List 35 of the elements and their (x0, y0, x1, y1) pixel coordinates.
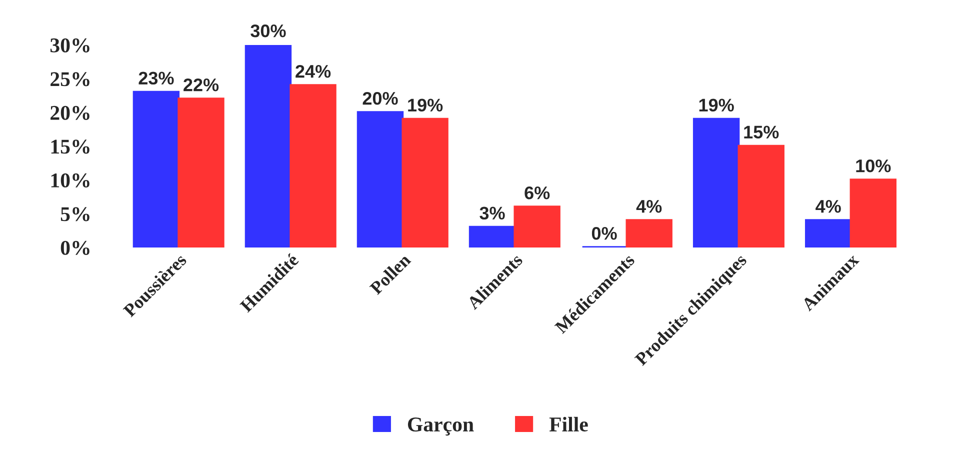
y-tick-label: 5% (60, 207, 90, 222)
y-tick-label: 0% (60, 240, 90, 255)
data-label: 10% (856, 159, 891, 172)
legend-label: Garçon (408, 418, 474, 436)
y-tick-label: 25% (50, 72, 90, 86)
bar (290, 84, 336, 248)
data-label: 23% (138, 72, 174, 85)
bar (514, 206, 560, 248)
y-tick-label: 10% (51, 173, 90, 188)
bar (178, 98, 224, 248)
data-label: 15% (744, 126, 779, 139)
data-label: 30% (250, 24, 286, 38)
legend-label: Fille (549, 416, 588, 432)
data-label: 6% (524, 186, 550, 200)
data-label: 4% (636, 200, 662, 213)
y-tick-label: 15% (51, 140, 90, 154)
bar (738, 144, 784, 248)
bar (468, 226, 516, 248)
data-label: 19% (699, 98, 734, 112)
y-tick-label: 30% (50, 38, 90, 52)
bar (626, 219, 672, 248)
data-label: 4% (816, 200, 841, 213)
bar (850, 178, 896, 248)
bar (692, 118, 740, 248)
bar (132, 90, 180, 248)
y-tick-label: 20% (50, 106, 90, 120)
data-label: 19% (408, 98, 443, 112)
bar (402, 118, 448, 248)
data-label: 0% (592, 226, 617, 240)
bar (804, 219, 852, 248)
bar (356, 111, 404, 248)
data-label: 3% (480, 206, 505, 220)
data-label: 22% (184, 78, 219, 92)
data-label: 20% (362, 92, 398, 105)
data-label: 24% (296, 64, 331, 78)
